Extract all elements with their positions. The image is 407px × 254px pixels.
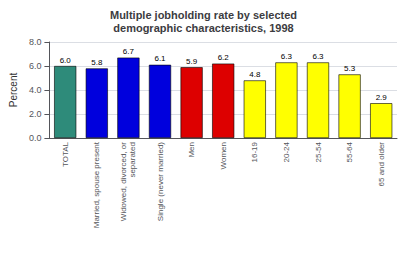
svg-text:4.0: 4.0 <box>29 85 42 95</box>
svg-text:Women: Women <box>219 142 228 169</box>
svg-text:4.8: 4.8 <box>249 70 261 79</box>
svg-text:Multiple jobholding rate by se: Multiple jobholding rate by selected <box>110 9 297 21</box>
svg-text:8.0: 8.0 <box>29 37 42 47</box>
svg-text:65 and older: 65 and older <box>377 142 386 187</box>
svg-text:6.7: 6.7 <box>123 47 135 56</box>
svg-text:Percent: Percent <box>8 73 19 108</box>
svg-text:demographic characteristics, 1: demographic characteristics, 1998 <box>113 22 293 34</box>
svg-text:Married, spouse present: Married, spouse present <box>92 141 101 228</box>
svg-text:6.3: 6.3 <box>312 52 324 61</box>
svg-text:Widowed, divorced, or: Widowed, divorced, or <box>119 142 128 221</box>
svg-text:2.0: 2.0 <box>29 109 42 119</box>
svg-text:TOTAL: TOTAL <box>61 141 70 167</box>
svg-text:2.9: 2.9 <box>376 93 388 102</box>
svg-text:25-54: 25-54 <box>314 141 323 162</box>
svg-text:5.3: 5.3 <box>344 64 356 73</box>
svg-text:Single (never married): Single (never married) <box>156 142 165 221</box>
svg-text:16-19: 16-19 <box>250 141 259 162</box>
svg-text:5.8: 5.8 <box>91 58 103 67</box>
svg-text:6.2: 6.2 <box>218 53 230 62</box>
svg-text:20-24: 20-24 <box>282 141 291 162</box>
svg-text:0.0: 0.0 <box>29 133 42 143</box>
svg-text:6.0: 6.0 <box>60 56 72 65</box>
svg-text:6.1: 6.1 <box>154 54 166 63</box>
svg-text:6.3: 6.3 <box>281 52 293 61</box>
svg-text:Men: Men <box>187 142 196 158</box>
svg-text:separated: separated <box>128 142 137 178</box>
svg-text:55-64: 55-64 <box>345 141 354 162</box>
svg-text:5.9: 5.9 <box>186 57 198 66</box>
svg-text:6.0: 6.0 <box>29 61 42 71</box>
